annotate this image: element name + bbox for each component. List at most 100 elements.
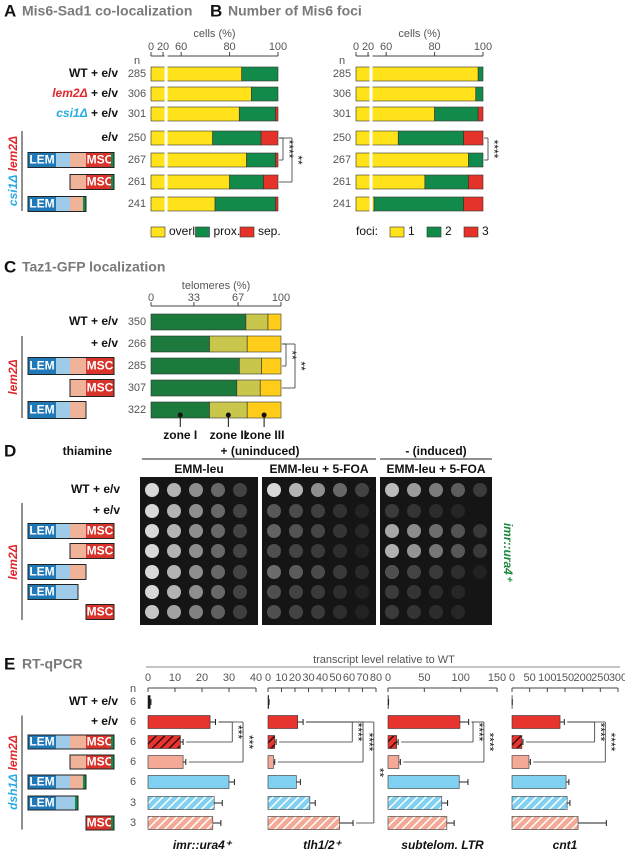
spot <box>473 565 487 579</box>
row-label: WT + e/v <box>69 694 118 708</box>
spot <box>429 565 443 579</box>
x-tick-label: 50 <box>418 672 430 684</box>
spot <box>211 605 225 619</box>
legend-swatch <box>150 226 166 238</box>
construct-sal <box>70 775 86 789</box>
zone-label: zone III <box>244 428 285 442</box>
x-axis-label: imr::ura4⁺ <box>173 838 233 852</box>
spot <box>233 524 247 538</box>
spot <box>289 504 303 518</box>
spot <box>167 605 181 619</box>
construct-outline <box>27 564 87 580</box>
group-label: dsh1Δ lem2Δ <box>6 735 20 810</box>
panel-title: Mis6-Sad1 co-localization <box>22 3 192 19</box>
spot <box>333 524 347 538</box>
construct-lem <box>28 564 56 580</box>
spot <box>145 504 159 518</box>
construct-text: MSC <box>87 381 114 395</box>
n-value: 306 <box>333 88 351 100</box>
spot <box>333 605 347 619</box>
row-label: WT + e/v <box>69 66 118 80</box>
bar <box>387 755 400 769</box>
sig-label: **** <box>362 733 376 752</box>
n-value: 241 <box>128 198 146 210</box>
construct-sal <box>70 379 86 397</box>
sig-label: ** <box>291 155 305 165</box>
construct-sal <box>70 543 86 559</box>
spot <box>451 544 465 558</box>
construct-outline <box>27 196 87 212</box>
construct-text: MSC <box>87 605 114 619</box>
x-tick-label: 0 <box>265 672 271 684</box>
n-value: 306 <box>128 88 146 100</box>
panel-letter: C <box>4 257 16 276</box>
bar-segment <box>355 152 469 168</box>
spot <box>355 585 369 599</box>
construct-msc <box>86 357 114 375</box>
bar-segment <box>261 357 282 375</box>
construct-sal <box>70 357 86 375</box>
genotype: lem2Δ <box>6 136 20 171</box>
bar-segment <box>150 196 216 212</box>
bar <box>267 775 297 789</box>
construct-msc <box>86 174 114 190</box>
bar-segment <box>267 313 282 331</box>
spot <box>267 524 281 538</box>
bar <box>267 695 269 709</box>
spot <box>289 585 303 599</box>
row-label: e/v <box>101 130 118 144</box>
sig-label: **** <box>487 140 501 159</box>
x-tick-label: 50 <box>524 672 536 684</box>
spot <box>167 524 181 538</box>
bar-segment <box>355 130 399 146</box>
construct-lb <box>56 357 70 375</box>
construct-text: LEM <box>29 775 54 789</box>
spot <box>333 565 347 579</box>
sig-label: ** <box>294 361 308 371</box>
spot <box>333 544 347 558</box>
panel-title: Taz1-GFP localization <box>22 259 165 275</box>
bar-segment <box>275 152 279 168</box>
spot <box>473 483 487 497</box>
x-tick-label: 0 <box>148 41 154 53</box>
panel-letter: D <box>4 441 16 460</box>
construct-lb <box>56 564 70 580</box>
bar <box>147 695 151 709</box>
axis-break <box>164 53 168 213</box>
spot <box>167 504 181 518</box>
construct-tag <box>83 196 86 212</box>
spot <box>267 605 281 619</box>
x-tick-label: 300 <box>609 672 625 684</box>
spot <box>211 565 225 579</box>
sig-label: **** <box>594 723 608 742</box>
bar-segment <box>424 174 469 190</box>
x-tick-label: 80 <box>428 41 440 53</box>
construct-lem <box>28 152 56 168</box>
legend-swatch <box>239 226 255 238</box>
n-value: 350 <box>128 316 146 328</box>
bar-segment <box>475 86 484 102</box>
x-tick-label: 150 <box>488 672 506 684</box>
construct-text: LEM <box>29 735 54 749</box>
construct-lb <box>56 584 78 600</box>
x-tick-label: 100 <box>474 41 492 53</box>
spot <box>267 544 281 558</box>
construct-lb <box>56 523 70 539</box>
legend-label: 2 <box>445 224 452 238</box>
x-tick-label: 150 <box>556 672 574 684</box>
spot <box>311 585 325 599</box>
legend-swatch <box>463 226 479 238</box>
construct-outline <box>27 401 87 419</box>
bar <box>387 735 398 749</box>
spot <box>189 504 203 518</box>
n-value: 6 <box>130 696 136 708</box>
spot <box>451 585 465 599</box>
construct-text: LEM <box>29 524 54 538</box>
bar-segment <box>260 130 279 146</box>
n-value: 261 <box>128 176 146 188</box>
construct-lem <box>28 584 56 600</box>
bar-segment <box>477 66 484 82</box>
spot <box>355 504 369 518</box>
genotype: csi1Δ <box>6 175 20 206</box>
